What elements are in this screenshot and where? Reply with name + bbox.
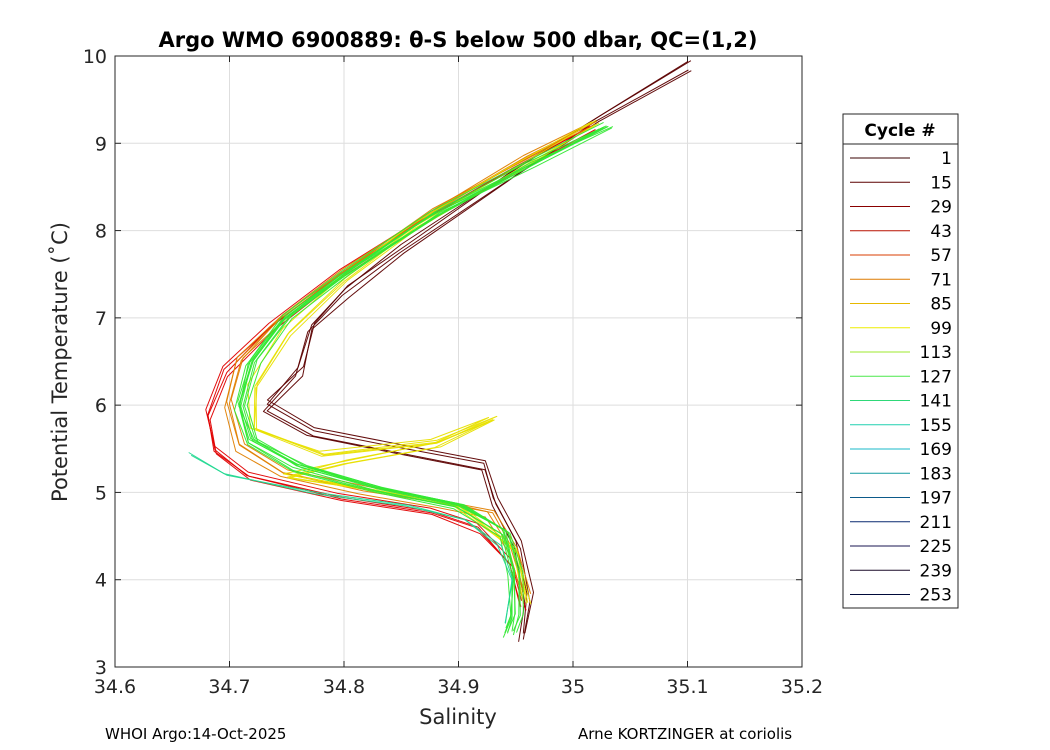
legend-box bbox=[842, 113, 959, 609]
legend-label: 113 bbox=[920, 343, 952, 363]
x-tick-label: 35.2 bbox=[781, 676, 823, 698]
chart-title: Argo WMO 6900889: θ-S below 500 dbar, QC… bbox=[159, 28, 758, 52]
legend-label: 141 bbox=[920, 392, 952, 412]
y-tick-label: 4 bbox=[95, 570, 107, 592]
legend-label: 225 bbox=[920, 537, 952, 557]
y-tick-label: 9 bbox=[95, 133, 107, 155]
x-tick-label: 34.6 bbox=[94, 676, 136, 698]
legend-label: 1 bbox=[941, 149, 952, 169]
x-tick-label: 34.7 bbox=[208, 676, 250, 698]
legend: Cycle # 1 15 29 43 57 71 85 99 113 127 141 155 169 18… bbox=[842, 113, 959, 609]
x-tick-label: 34.8 bbox=[323, 676, 365, 698]
series-line bbox=[239, 126, 605, 634]
plot-area: 34.6 34.7 34.8 34.9 35 35.1 35.2 3 4 5 6 7 8 9 10 bbox=[83, 46, 823, 698]
legend-items: 1 15 29 43 57 71 85 99 113 127 141 155 169 183 197 211 2… bbox=[850, 149, 952, 606]
legend-label: 183 bbox=[920, 464, 952, 484]
legend-label: 127 bbox=[920, 367, 952, 387]
legend-label: 99 bbox=[930, 319, 952, 339]
series-line bbox=[190, 454, 514, 624]
x-axis-label: Salinity bbox=[419, 705, 497, 729]
legend-label: 155 bbox=[920, 416, 952, 436]
legend-label: 169 bbox=[920, 440, 952, 460]
axes-frame bbox=[114, 55, 803, 668]
legend-label: 43 bbox=[930, 222, 952, 242]
series-line bbox=[188, 452, 513, 624]
legend-label: 239 bbox=[920, 561, 952, 581]
x-tick-label: 35.1 bbox=[666, 676, 708, 698]
y-tick-label: 10 bbox=[83, 46, 107, 68]
x-tick-label: 35 bbox=[561, 676, 585, 698]
y-tick-label: 3 bbox=[95, 657, 107, 679]
legend-title: Cycle # bbox=[864, 121, 935, 141]
y-tick-label: 8 bbox=[95, 221, 107, 243]
legend-label: 253 bbox=[920, 586, 952, 606]
legend-label: 197 bbox=[920, 489, 952, 509]
legend-label: 57 bbox=[930, 246, 952, 266]
y-tick-label: 6 bbox=[95, 395, 107, 417]
series-line bbox=[237, 121, 604, 629]
legend-label: 29 bbox=[930, 198, 952, 218]
y-tick-label: 7 bbox=[95, 308, 107, 330]
legend-label: 211 bbox=[920, 513, 952, 533]
footer-source: WHOI Argo:14-Oct-2025 bbox=[105, 725, 287, 743]
legend-label: 71 bbox=[930, 270, 952, 290]
y-axis-label: Potential Temperature (˚C) bbox=[48, 222, 72, 502]
series-line bbox=[262, 69, 689, 642]
x-tick-label: 34.9 bbox=[437, 676, 479, 698]
footer-credit: Arne KORTZINGER at coriolis bbox=[578, 725, 793, 743]
legend-label: 85 bbox=[930, 295, 952, 315]
legend-label: 15 bbox=[930, 173, 952, 193]
series-line bbox=[266, 70, 692, 640]
y-tick-label: 5 bbox=[95, 482, 107, 504]
